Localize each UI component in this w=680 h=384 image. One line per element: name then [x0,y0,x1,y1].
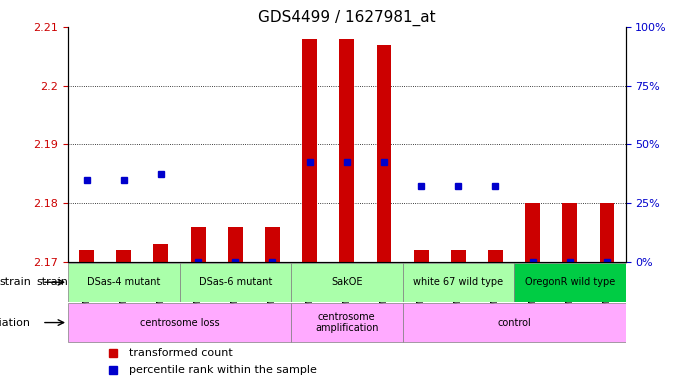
FancyBboxPatch shape [514,263,626,301]
FancyBboxPatch shape [68,263,180,301]
Bar [265,227,280,262]
Text: white 67 wild type: white 67 wild type [413,277,503,287]
Text: transformed count: transformed count [129,348,233,358]
Bar [600,203,615,262]
Text: OregonR wild type: OregonR wild type [525,277,615,287]
Text: genotype/variation: genotype/variation [0,318,31,328]
Bar [79,250,94,262]
Bar [413,250,428,262]
Bar [488,250,503,262]
Bar [116,250,131,262]
Text: strain: strain [36,277,68,287]
Bar [154,245,169,262]
FancyBboxPatch shape [403,303,626,342]
Text: centrosome
amplification: centrosome amplification [315,312,379,333]
Bar [451,250,466,262]
FancyBboxPatch shape [291,263,403,301]
FancyBboxPatch shape [68,303,291,342]
Bar [377,45,392,262]
Text: centrosome loss: centrosome loss [139,318,220,328]
Bar [525,203,540,262]
Text: percentile rank within the sample: percentile rank within the sample [129,364,317,375]
Text: control: control [497,318,531,328]
Text: strain: strain [0,277,31,287]
Text: DSas-6 mutant: DSas-6 mutant [199,277,272,287]
Title: GDS4499 / 1627981_at: GDS4499 / 1627981_at [258,9,436,25]
Bar [562,203,577,262]
Bar [228,227,243,262]
Text: SakOE: SakOE [331,277,362,287]
Text: DSas-4 mutant: DSas-4 mutant [87,277,160,287]
Bar [302,39,317,262]
FancyBboxPatch shape [180,263,291,301]
FancyBboxPatch shape [291,303,403,342]
Bar [190,227,205,262]
Bar [339,39,354,262]
FancyBboxPatch shape [403,263,514,301]
